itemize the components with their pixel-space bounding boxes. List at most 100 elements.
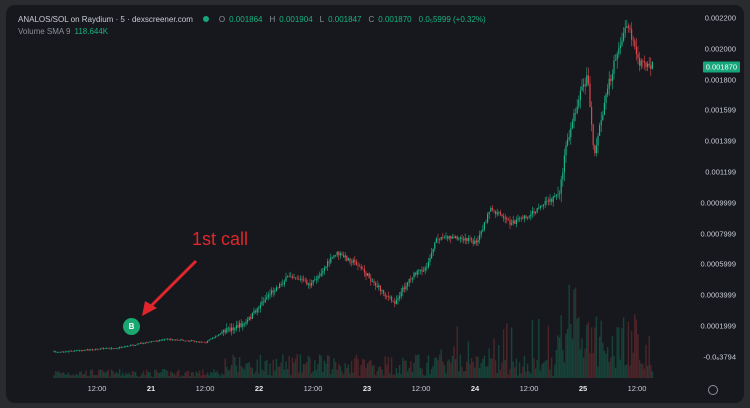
volume-bar <box>294 359 297 378</box>
candle-body <box>592 124 594 146</box>
candle-body <box>421 269 423 272</box>
volume-bar <box>341 371 343 378</box>
candle-body <box>315 279 317 280</box>
volume-bar <box>232 354 234 378</box>
volume-bar <box>154 369 156 378</box>
candle-body <box>552 196 554 202</box>
candle-body <box>365 272 367 276</box>
volume-bar <box>590 327 593 378</box>
volume-bar <box>146 369 148 378</box>
candle-body <box>208 339 210 341</box>
candle-body <box>445 236 447 238</box>
volume-bar <box>565 333 567 378</box>
volume-bar <box>186 371 188 378</box>
settings-gear-icon[interactable] <box>708 385 718 395</box>
volume-bar <box>362 359 364 378</box>
candle-body <box>130 344 132 346</box>
candle-body <box>411 277 413 280</box>
candle-body <box>551 198 553 202</box>
candle-body <box>133 345 135 346</box>
candle-body <box>383 290 385 294</box>
candle-body <box>597 136 599 146</box>
candle-body <box>347 258 349 261</box>
candle-body <box>485 222 487 223</box>
volume-bar <box>446 361 449 378</box>
candle-body <box>293 277 295 279</box>
candle-body <box>618 48 620 54</box>
candle-body <box>186 340 188 342</box>
volume-bar <box>531 320 534 378</box>
volume-bar <box>181 375 183 378</box>
volume-bar <box>486 366 489 378</box>
candle-body <box>599 125 601 137</box>
buy-marker[interactable]: B <box>123 318 140 335</box>
volume-bar <box>202 369 204 378</box>
candle-body <box>136 344 138 346</box>
candle-body <box>327 261 329 267</box>
candle-body <box>461 237 463 240</box>
high-label: H <box>269 14 276 24</box>
volume-bar <box>210 371 212 378</box>
volume-bar <box>301 372 303 378</box>
volume-bar <box>203 374 206 378</box>
volume-bar <box>389 373 391 378</box>
candle-body <box>215 336 217 338</box>
candle-body <box>459 237 461 239</box>
volume-bar <box>482 359 484 378</box>
chart-frame[interactable]: ANALOS/SOL on Raydium · 5 · dexscreener.… <box>6 5 744 403</box>
candle-body <box>479 234 481 240</box>
volume-bar <box>166 370 169 378</box>
candle-body <box>637 54 639 58</box>
candle-body <box>651 61 653 69</box>
volume-bar <box>509 368 511 378</box>
price-axis[interactable]: 0.002200 0.002000 0.001800 0.001599 0.001399… <box>688 5 744 381</box>
candle-body <box>123 346 125 348</box>
candle-body <box>157 340 159 342</box>
volume-bar <box>275 358 278 378</box>
candle-body <box>611 74 613 81</box>
candle-body <box>544 201 546 205</box>
candle-body <box>431 252 433 259</box>
time-axis[interactable]: 12:00 21 12:00 22 12:00 23 12:00 24 12:00 25 12:00 <box>6 381 744 403</box>
volume-bar <box>606 347 609 378</box>
candle-body <box>501 214 503 217</box>
candle-body <box>573 113 575 122</box>
volume-bar <box>309 357 311 378</box>
volume-bar <box>605 353 607 378</box>
volume-bar <box>469 363 471 378</box>
candle-body <box>271 290 273 295</box>
candle-body <box>255 310 257 313</box>
candle-body <box>440 236 442 240</box>
candle-body <box>147 342 149 343</box>
volume-bar <box>386 364 388 378</box>
candle-body <box>631 29 633 40</box>
candle-body <box>579 90 581 101</box>
candle-body <box>432 248 434 253</box>
candle-body <box>464 238 466 241</box>
candle-body <box>493 209 495 211</box>
candle-body <box>202 341 204 343</box>
candle-body <box>443 236 445 238</box>
volume-bar <box>165 369 167 378</box>
price-tick: 0.0005999 <box>700 259 736 269</box>
volume-bar <box>350 360 353 378</box>
volume-bar <box>413 362 415 378</box>
candle-body <box>322 270 324 274</box>
candle-body <box>407 282 409 286</box>
candle-body <box>565 145 567 156</box>
volume-bar <box>189 376 191 378</box>
price-tick: 0.001599 <box>704 105 736 115</box>
price-chart[interactable] <box>6 5 744 403</box>
candle-body <box>381 290 383 292</box>
volume-bar <box>173 373 175 378</box>
candle-body <box>152 341 154 342</box>
volume-bar <box>422 374 425 378</box>
candle-body <box>391 296 393 302</box>
volume-bar <box>408 368 410 378</box>
candle-body <box>98 349 100 351</box>
volume-bar <box>122 372 124 378</box>
candle-body <box>112 348 114 350</box>
volume-bar <box>190 372 193 378</box>
volume-bar <box>248 362 250 378</box>
candle-body <box>176 339 178 341</box>
